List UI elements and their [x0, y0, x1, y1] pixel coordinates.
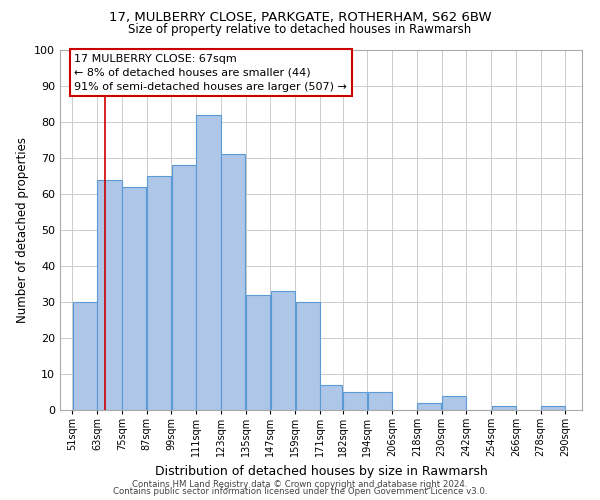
Bar — [368, 392, 392, 410]
Text: Contains public sector information licensed under the Open Government Licence v3: Contains public sector information licen… — [113, 488, 487, 496]
Bar — [122, 187, 146, 410]
Bar — [320, 385, 343, 410]
Bar — [541, 406, 565, 410]
Text: Contains HM Land Registry data © Crown copyright and database right 2024.: Contains HM Land Registry data © Crown c… — [132, 480, 468, 489]
Bar — [271, 291, 295, 410]
Bar — [442, 396, 466, 410]
Bar — [147, 176, 171, 410]
Bar — [221, 154, 245, 410]
Bar — [73, 302, 97, 410]
Text: Size of property relative to detached houses in Rawmarsh: Size of property relative to detached ho… — [128, 22, 472, 36]
Bar — [343, 392, 367, 410]
Text: 17 MULBERRY CLOSE: 67sqm
← 8% of detached houses are smaller (44)
91% of semi-de: 17 MULBERRY CLOSE: 67sqm ← 8% of detache… — [74, 54, 347, 92]
Bar — [172, 165, 196, 410]
Bar — [196, 115, 221, 410]
X-axis label: Distribution of detached houses by size in Rawmarsh: Distribution of detached houses by size … — [155, 464, 487, 477]
Bar — [491, 406, 515, 410]
Text: 17, MULBERRY CLOSE, PARKGATE, ROTHERHAM, S62 6BW: 17, MULBERRY CLOSE, PARKGATE, ROTHERHAM,… — [109, 11, 491, 24]
Y-axis label: Number of detached properties: Number of detached properties — [16, 137, 29, 323]
Bar — [246, 295, 270, 410]
Bar — [417, 403, 442, 410]
Bar — [296, 302, 320, 410]
Bar — [97, 180, 122, 410]
